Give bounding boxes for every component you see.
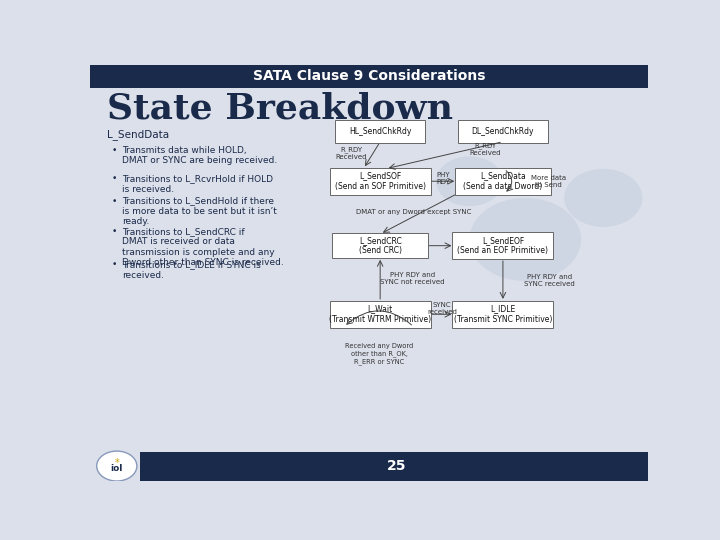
Text: Transitions to L_RcvrHold if HOLD
is received.: Transitions to L_RcvrHold if HOLD is rec… xyxy=(122,174,274,193)
Text: Transitions to L_SendHold if there
is more data to be sent but it isn’t
ready.: Transitions to L_SendHold if there is mo… xyxy=(122,197,277,226)
Circle shape xyxy=(436,156,503,206)
FancyBboxPatch shape xyxy=(140,453,648,481)
Text: •: • xyxy=(111,146,117,155)
Text: •: • xyxy=(111,260,117,269)
Text: •: • xyxy=(111,197,117,206)
Text: Transitions to L_SendCRC if
DMAT is received or data
transmission is complete an: Transitions to L_SendCRC if DMAT is rece… xyxy=(122,227,284,267)
Text: Transitions to L_IDLE if SYNC is
received.: Transitions to L_IDLE if SYNC is receive… xyxy=(122,260,261,280)
FancyBboxPatch shape xyxy=(330,167,431,195)
Text: L_SendData: L_SendData xyxy=(107,129,169,140)
FancyBboxPatch shape xyxy=(333,233,428,258)
Text: Transmits data while HOLD,
DMAT or SYNC are being received.: Transmits data while HOLD, DMAT or SYNC … xyxy=(122,146,278,165)
Text: State Breakdown: State Breakdown xyxy=(107,92,453,126)
Text: PHY RDY and
SYNC not received: PHY RDY and SYNC not received xyxy=(380,272,445,285)
Text: 25: 25 xyxy=(387,460,407,474)
Text: L_IDLE
(Transmit SYNC Primitive): L_IDLE (Transmit SYNC Primitive) xyxy=(454,305,552,324)
Text: •: • xyxy=(111,227,117,236)
Circle shape xyxy=(469,198,581,281)
Text: PHY
RDY: PHY RDY xyxy=(436,172,450,185)
Text: DL_SendChkRdy: DL_SendChkRdy xyxy=(472,127,534,136)
Text: SYNC
received: SYNC received xyxy=(427,302,457,315)
Text: R_RDY
Received: R_RDY Received xyxy=(469,142,501,156)
FancyBboxPatch shape xyxy=(336,120,425,143)
FancyBboxPatch shape xyxy=(455,167,551,195)
Text: More data
to Send: More data to Send xyxy=(531,175,566,188)
Text: *: * xyxy=(114,458,119,468)
Text: L_SendEOF
(Send an EOF Primitive): L_SendEOF (Send an EOF Primitive) xyxy=(457,236,549,255)
Circle shape xyxy=(564,168,642,227)
FancyBboxPatch shape xyxy=(452,232,554,259)
Text: L_Wait
(Transmit WTRM Primitive): L_Wait (Transmit WTRM Primitive) xyxy=(329,305,431,324)
Text: L_SendSOF
(Send an SOF Primitive): L_SendSOF (Send an SOF Primitive) xyxy=(335,172,426,191)
Text: L_SendData
(Send a data Dword): L_SendData (Send a data Dword) xyxy=(463,172,543,191)
FancyBboxPatch shape xyxy=(330,301,431,328)
FancyBboxPatch shape xyxy=(90,65,648,87)
Text: PHY RDY and
SYNC received: PHY RDY and SYNC received xyxy=(524,274,575,287)
Text: iol: iol xyxy=(111,464,123,474)
Text: DMAT or any Dword except SYNC: DMAT or any Dword except SYNC xyxy=(356,208,472,214)
Text: •: • xyxy=(111,174,117,183)
Text: HL_SendChkRdy: HL_SendChkRdy xyxy=(349,127,411,136)
Text: L_SendCRC
(Send CRC): L_SendCRC (Send CRC) xyxy=(359,236,402,255)
FancyBboxPatch shape xyxy=(458,120,548,143)
Circle shape xyxy=(96,451,137,481)
FancyBboxPatch shape xyxy=(452,301,554,328)
Text: Received any Dword
other than R_OK,
R_ERR or SYNC: Received any Dword other than R_OK, R_ER… xyxy=(345,343,413,365)
Text: SATA Clause 9 Considerations: SATA Clause 9 Considerations xyxy=(253,70,485,84)
Text: R_RDY
Received: R_RDY Received xyxy=(336,146,367,160)
